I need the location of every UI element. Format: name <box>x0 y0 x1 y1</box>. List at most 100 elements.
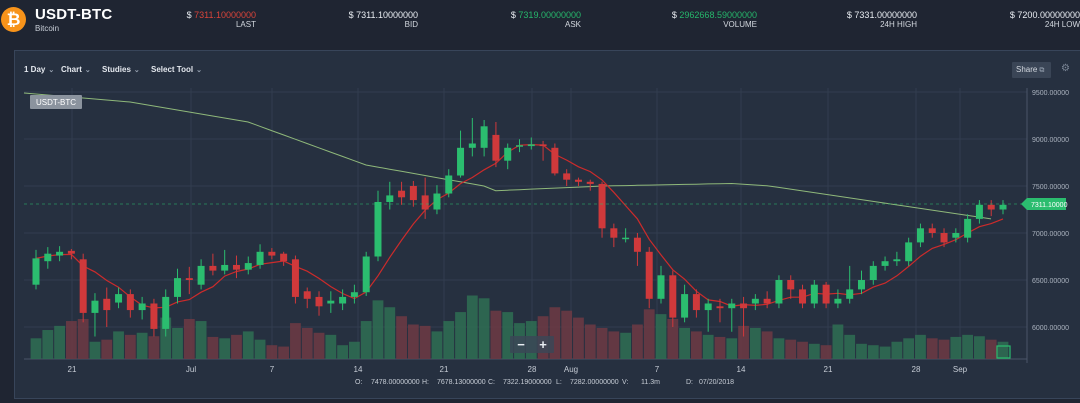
stat-label: VOLUME <box>723 20 757 29</box>
volume-bar-up <box>113 331 124 359</box>
volume-bar-down <box>266 345 278 359</box>
ohlc-value: 07/20/2018 <box>699 379 734 386</box>
interval-dropdown[interactable]: 1 Day ⌄ <box>24 65 54 74</box>
volume-bar-up <box>337 345 349 359</box>
volume-bar-down <box>797 341 808 359</box>
y-tick-label: 7500.00000 <box>1032 184 1069 191</box>
candle-down <box>598 183 606 229</box>
y-tick-label: 6500.00000 <box>1032 278 1069 285</box>
ohlc-key: L: <box>556 379 562 386</box>
volume-bar-up <box>242 331 254 359</box>
candle-up <box>751 298 759 304</box>
volume-bar-down <box>313 332 325 359</box>
gear-icon[interactable]: ⚙ <box>1061 63 1070 74</box>
volume-bar-down <box>101 339 113 359</box>
volume-bar-up <box>466 295 478 359</box>
volume-bar-up <box>903 338 915 359</box>
ohlc-key: D: <box>686 379 693 386</box>
candle-up <box>138 303 146 311</box>
candle-up <box>834 298 842 304</box>
candle-down <box>551 147 559 174</box>
volume-bar-up <box>891 341 903 359</box>
candle-up <box>162 296 170 329</box>
candle-down <box>79 259 87 313</box>
candle-down <box>209 265 217 271</box>
volume-bar-down <box>148 336 160 359</box>
volume-bar-down <box>632 324 643 359</box>
volume-bar-up <box>974 336 985 359</box>
volume-bar-up <box>950 336 962 359</box>
volume-bar-up <box>372 300 384 359</box>
plot-area <box>24 88 1027 359</box>
candle-up <box>846 289 854 299</box>
candle-up <box>468 143 476 148</box>
volume-bar-down <box>608 331 620 359</box>
zoom-in-button[interactable]: + <box>539 337 547 352</box>
candle-up <box>964 218 972 238</box>
x-tick-label: 7 <box>655 365 660 374</box>
candle-down <box>291 259 299 297</box>
stat-bid: $ 7311.10000000 BID <box>349 10 418 30</box>
candle-up <box>350 292 358 297</box>
volume-bar-up <box>773 338 785 359</box>
candle-up <box>916 228 924 243</box>
x-tick-label: 7 <box>270 365 275 374</box>
volume-bar-up <box>879 346 891 359</box>
candle-down <box>150 303 158 329</box>
volume-bar-up <box>195 321 207 359</box>
candle-up <box>504 147 512 161</box>
volume-bar-down <box>77 318 89 359</box>
volume-bar-down <box>714 336 726 359</box>
x-tick-label: Aug <box>564 365 578 374</box>
ohlc-value: 11.3m <box>641 379 660 386</box>
stat-number: 7200.00000000 <box>1014 10 1080 20</box>
candle-down <box>928 228 936 233</box>
market-pair: USDT-BTC <box>35 6 113 23</box>
volume-bar-down <box>549 307 561 359</box>
candle-down <box>232 264 240 270</box>
candle-down <box>67 250 75 254</box>
chart-toolbar: 1 Day ⌄ Chart ⌄ Studies ⌄ Select Tool ⌄ Shar… <box>15 51 1080 87</box>
currency-prefix: $ <box>186 10 192 20</box>
ohlc-value: 7478.00000000 <box>371 379 420 386</box>
candle-down <box>315 296 323 307</box>
candle-up <box>457 147 465 176</box>
stat-number: 7311.10000000 <box>191 10 256 20</box>
symbol-badge <box>30 95 82 109</box>
x-tick-label: 28 <box>528 365 537 374</box>
x-tick-label: Sep <box>953 365 968 374</box>
stat-value: $ 7200.00000000 <box>1010 10 1080 20</box>
volume-bar-down <box>690 331 702 359</box>
y-tick-label: 7000.00000 <box>1032 231 1069 238</box>
y-tick-label: 9500.00000 <box>1032 90 1069 97</box>
zoom-out-button[interactable]: − <box>517 337 525 352</box>
volume-bar-up <box>867 345 879 359</box>
volume-bar-up <box>349 341 360 359</box>
stat-24h-low: $ 7200.00000000 24H LOW <box>1010 10 1080 30</box>
candle-down <box>940 233 948 243</box>
candle-up <box>527 144 535 147</box>
stat-number: 7311.10000000 <box>353 10 418 20</box>
candle-down <box>987 204 995 210</box>
candle-up <box>32 258 40 285</box>
chevron-down-icon: ⌄ <box>84 67 91 74</box>
candle-down <box>398 190 406 198</box>
stat-label: 24H LOW <box>1044 20 1080 29</box>
candle-down <box>716 306 724 309</box>
chart-type-dropdown[interactable]: Chart ⌄ <box>61 65 91 74</box>
volume-bar-down <box>785 339 797 359</box>
volume-bar-down <box>596 327 608 359</box>
candle-down <box>799 289 807 304</box>
share-button[interactable]: Share ⧉ <box>1012 62 1051 78</box>
studies-dropdown[interactable]: Studies ⌄ <box>102 65 140 74</box>
candle-down <box>574 179 582 182</box>
select-tool-dropdown[interactable]: Select Tool ⌄ <box>151 65 202 74</box>
volume-bar-up <box>832 324 844 359</box>
candle-up <box>374 201 382 257</box>
volume-bar-up <box>502 312 514 359</box>
candle-up <box>433 193 441 210</box>
volume-bar-down <box>573 317 584 359</box>
selection-marker <box>996 345 1011 359</box>
candle-up <box>221 264 229 271</box>
